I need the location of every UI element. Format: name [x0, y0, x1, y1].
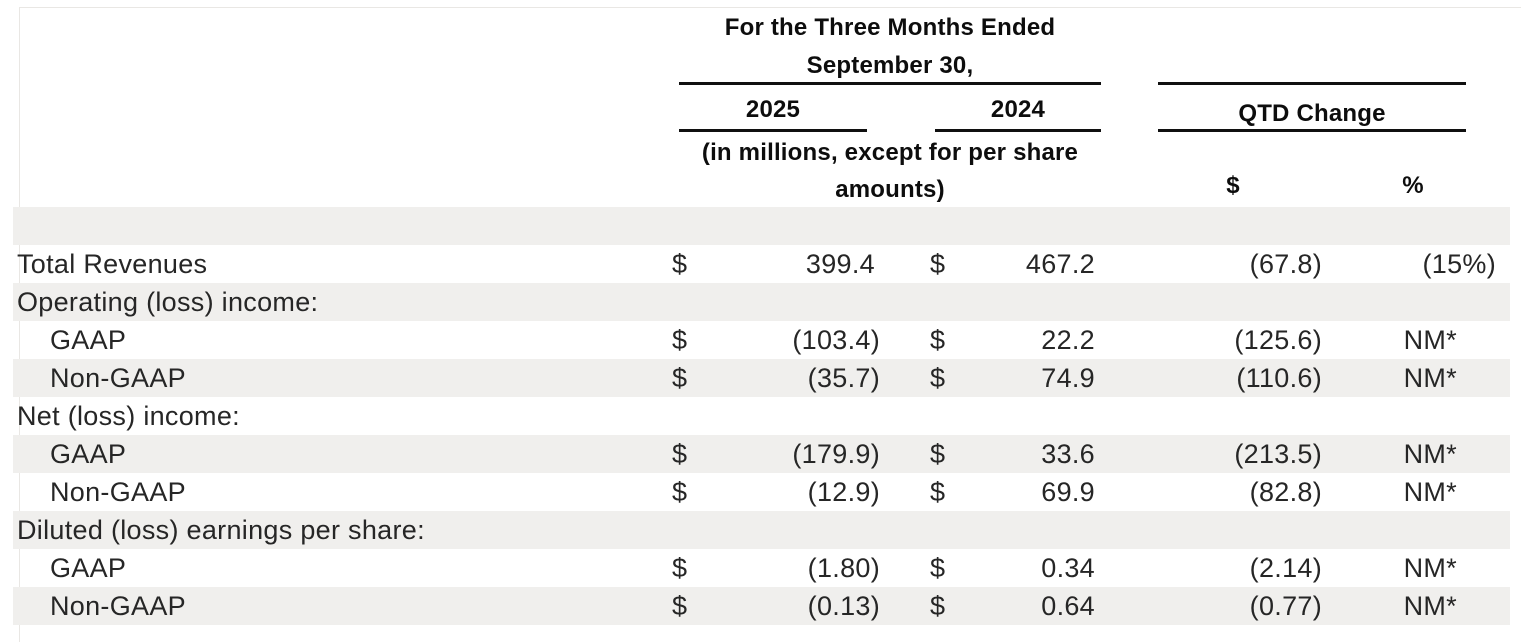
- row-label: Diluted (loss) earnings per share:: [17, 514, 425, 545]
- table-row: GAAP $ (1.80) $0.34 (2.14) NM*: [13, 549, 1510, 587]
- underline-2024: [935, 129, 1101, 132]
- value-2025: 399.4: [805, 248, 875, 279]
- qtd-dollar-value: (213.5): [1234, 438, 1322, 469]
- currency-symbol-2024: $: [930, 324, 946, 355]
- currency-symbol-2024: $: [930, 476, 946, 507]
- row-label: GAAP: [50, 438, 127, 469]
- currency-symbol-2025: $: [672, 362, 688, 393]
- currency-symbol-2024: $: [930, 438, 946, 469]
- table-row: Non-GAAP $ (0.13) $0.64 (0.77) NM*: [13, 587, 1510, 625]
- value-2024: 467.2: [1025, 248, 1095, 279]
- value-2024: 69.9: [1041, 476, 1095, 507]
- table-row: Diluted (loss) earnings per share:: [13, 511, 1510, 549]
- value-2025: (0.13): [807, 590, 880, 621]
- units-note-line2: amounts): [835, 176, 945, 203]
- sheet-left-border: [19, 7, 20, 642]
- sheet-top-border: [19, 7, 1521, 8]
- qtd-dollar-value: (125.6): [1234, 324, 1322, 355]
- row-label: Non-GAAP: [50, 590, 186, 621]
- currency-symbol-2024: $: [930, 590, 946, 621]
- row-label: Operating (loss) income:: [17, 286, 319, 317]
- qtd-percent-value: NM*: [1403, 590, 1457, 621]
- row-label: Non-GAAP: [50, 476, 186, 507]
- table-row: Total Revenues $399.4 $467.2 (67.8) (15%): [13, 245, 1510, 283]
- qtd-dollar-value: (82.8): [1249, 476, 1322, 507]
- row-label: GAAP: [50, 552, 127, 583]
- value-2024: 0.34: [1041, 552, 1095, 583]
- row-label: Non-GAAP: [50, 362, 186, 393]
- units-note-line1: (in millions, except for per share: [701, 139, 1079, 166]
- period-title-line2: September 30,: [806, 52, 974, 79]
- column-header-2025: 2025: [745, 96, 801, 123]
- currency-symbol-2025: $: [672, 476, 688, 507]
- qtd-bottom-rule: [1158, 129, 1466, 132]
- qtd-percent-value: NM*: [1403, 552, 1457, 583]
- currency-symbol-2025: $: [672, 324, 688, 355]
- underline-2025: [679, 129, 867, 132]
- table-row: GAAP $ (179.9) $33.6 (213.5) NM*: [13, 435, 1510, 473]
- value-2024: 22.2: [1041, 324, 1095, 355]
- table-row: Non-GAAP $ (35.7) $74.9 (110.6) NM*: [13, 359, 1510, 397]
- value-2025: (1.80): [807, 552, 880, 583]
- qtd-dollar-value: (110.6): [1236, 362, 1322, 393]
- period-title-line1: For the Three Months Ended: [724, 14, 1056, 41]
- qtd-dollar-value: (67.8): [1249, 248, 1322, 279]
- table-row: Net (loss) income:: [13, 397, 1510, 435]
- qtd-dollar-value: (2.14): [1249, 552, 1322, 583]
- row-label: Net (loss) income:: [17, 400, 240, 431]
- currency-symbol-2024: $: [930, 362, 946, 393]
- value-2025: (103.4): [792, 324, 880, 355]
- value-2025: (12.9): [807, 476, 880, 507]
- spacer-row: [13, 207, 1510, 245]
- qtd-percent-subheader: %: [1402, 172, 1424, 199]
- period-underline: [679, 82, 1101, 85]
- qtd-percent-value: NM*: [1403, 476, 1457, 507]
- currency-symbol-2025: $: [672, 438, 688, 469]
- table-row: Operating (loss) income:: [13, 283, 1510, 321]
- qtd-percent-value: NM*: [1403, 362, 1457, 393]
- table-row: Non-GAAP $ (12.9) $69.9 (82.8) NM*: [13, 473, 1510, 511]
- value-2025: (179.9): [792, 438, 880, 469]
- qtd-percent-value: (15%): [1422, 248, 1496, 279]
- currency-symbol-2024: $: [930, 248, 946, 279]
- qtd-top-rule: [1158, 82, 1466, 85]
- qtd-dollar-subheader: $: [1226, 172, 1240, 199]
- row-label: GAAP: [50, 324, 127, 355]
- qtd-percent-value: NM*: [1403, 324, 1457, 355]
- qtd-percent-value: NM*: [1403, 438, 1457, 469]
- row-label: Total Revenues: [17, 248, 208, 279]
- currency-symbol-2025: $: [672, 590, 688, 621]
- column-header-qtd-change: QTD Change: [1238, 100, 1386, 127]
- currency-symbol-2024: $: [930, 552, 946, 583]
- column-header-2024: 2024: [990, 96, 1046, 123]
- value-2025: (35.7): [807, 362, 880, 393]
- qtd-dollar-value: (0.77): [1249, 590, 1322, 621]
- table-row: GAAP $ (103.4) $22.2 (125.6) NM*: [13, 321, 1510, 359]
- value-2024: 74.9: [1041, 362, 1095, 393]
- value-2024: 33.6: [1041, 438, 1095, 469]
- currency-symbol-2025: $: [672, 248, 688, 279]
- value-2024: 0.64: [1041, 590, 1095, 621]
- table-rows: Total Revenues $399.4 $467.2 (67.8) (15%) Ope…: [13, 207, 1510, 625]
- currency-symbol-2025: $: [672, 552, 688, 583]
